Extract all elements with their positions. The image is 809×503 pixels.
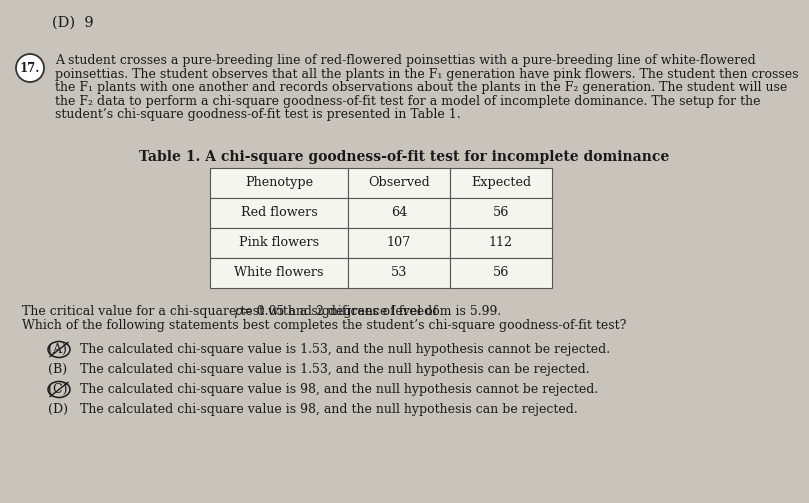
- Text: the F₂ data to perform a chi-square goodness-of-fit test for a model of incomple: the F₂ data to perform a chi-square good…: [55, 95, 760, 108]
- Text: The calculated chi-square value is 1.53, and the null hypothesis can be rejected: The calculated chi-square value is 1.53,…: [80, 363, 590, 376]
- Text: The critical value for a chi-square test with a significance level of: The critical value for a chi-square test…: [22, 305, 442, 318]
- Text: Observed: Observed: [368, 176, 430, 189]
- Text: (D): (D): [48, 402, 68, 415]
- Text: 112: 112: [489, 236, 513, 249]
- Text: Phenotype: Phenotype: [245, 176, 313, 189]
- Text: 56: 56: [493, 266, 509, 279]
- Text: The calculated chi-square value is 1.53, and the null hypothesis cannot be rejec: The calculated chi-square value is 1.53,…: [80, 343, 610, 356]
- Text: A student crosses a pure-breeding line of red-flowered poinsettias with a pure-b: A student crosses a pure-breeding line o…: [55, 54, 756, 67]
- Bar: [348, 198, 450, 227]
- Bar: [450, 227, 552, 258]
- Text: student’s chi-square goodness-of-fit test is presented in Table 1.: student’s chi-square goodness-of-fit tes…: [55, 108, 460, 121]
- Text: The calculated chi-square value is 98, and the null hypothesis can be rejected.: The calculated chi-square value is 98, a…: [80, 402, 578, 415]
- Text: 56: 56: [493, 206, 509, 219]
- Circle shape: [16, 54, 44, 82]
- Text: (C): (C): [48, 382, 67, 395]
- Text: Which of the following statements best completes the student’s chi-square goodne: Which of the following statements best c…: [22, 319, 626, 332]
- Bar: [210, 258, 348, 288]
- Text: Red flowers: Red flowers: [240, 206, 317, 219]
- Text: (D)  9: (D) 9: [52, 16, 94, 30]
- Bar: [450, 258, 552, 288]
- Text: 53: 53: [391, 266, 407, 279]
- Text: White flowers: White flowers: [235, 266, 324, 279]
- Text: = 0.05 and 2 degrees of freedom is 5.99.: = 0.05 and 2 degrees of freedom is 5.99.: [238, 305, 501, 318]
- Bar: [450, 198, 552, 227]
- Text: the F₁ plants with one another and records observations about the plants in the : the F₁ plants with one another and recor…: [55, 81, 787, 94]
- Text: (B): (B): [48, 363, 67, 376]
- Text: Pink flowers: Pink flowers: [239, 236, 319, 249]
- Bar: [348, 258, 450, 288]
- Text: Expected: Expected: [471, 176, 531, 189]
- Text: (A): (A): [48, 343, 67, 356]
- Text: poinsettias. The student observes that all the plants in the F₁ generation have : poinsettias. The student observes that a…: [55, 67, 798, 80]
- Text: 107: 107: [387, 236, 411, 249]
- Text: Table 1. A chi-square goodness-of-fit test for incomplete dominance: Table 1. A chi-square goodness-of-fit te…: [139, 149, 669, 163]
- Text: 64: 64: [391, 206, 407, 219]
- Text: 17.: 17.: [19, 61, 40, 74]
- Text: $p$: $p$: [234, 305, 243, 319]
- Text: The calculated chi-square value is 98, and the null hypothesis cannot be rejecte: The calculated chi-square value is 98, a…: [80, 382, 598, 395]
- Bar: [210, 167, 348, 198]
- Bar: [348, 167, 450, 198]
- Bar: [210, 198, 348, 227]
- Bar: [450, 167, 552, 198]
- Bar: [210, 227, 348, 258]
- Bar: [348, 227, 450, 258]
